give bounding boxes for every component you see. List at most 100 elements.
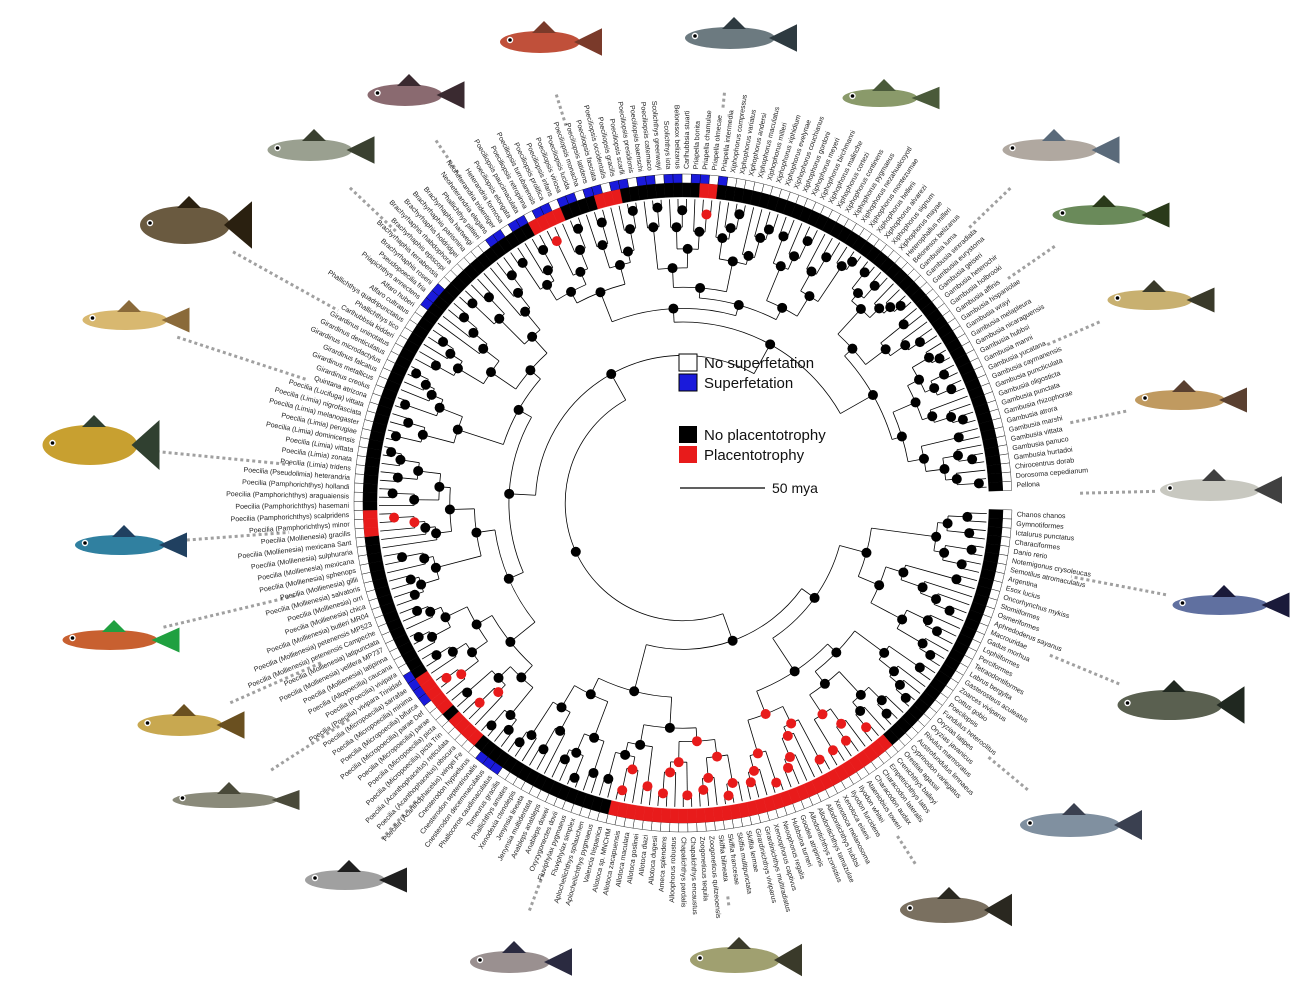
superfetation-cell [618,178,630,190]
tree-branch [640,785,644,805]
legend-swatch-no-placentotrophy [679,426,697,443]
tree-branch [415,358,435,370]
tree-branch [521,738,537,762]
tree-branch [738,781,743,802]
fish-tail-fin [216,711,245,739]
ancestral-state-node [900,692,911,703]
ancestral-state-node [440,612,451,623]
ancestral-state-node [673,757,684,768]
tip-label: Allotoca dugesii [648,835,659,885]
ancestral-state-node [939,464,950,475]
fish-pupil [908,906,912,910]
ancestral-state-node [559,754,570,765]
fish-dorsal-fin [532,21,556,33]
ancestral-state-node [717,233,728,244]
ancestral-state-node [927,411,938,422]
tree-branch [510,687,534,716]
tree-branch [494,727,506,742]
ancestral-state-node [727,778,738,789]
tree-branch [471,284,487,301]
ancestral-state-node [836,718,847,729]
tree-branch [406,616,433,630]
tree-branch [962,559,981,565]
fish-body [685,27,775,49]
ancestral-state-node [819,678,830,689]
fish-photo [1002,129,1120,164]
superfetation-cell [654,174,665,185]
fish-tail-fin [159,532,187,558]
superfetation-cell [669,822,680,833]
ancestral-state-node [588,767,599,778]
tree-branch [500,732,513,747]
tree-branch [765,750,777,783]
tree-branch [633,644,647,692]
ancestral-state-node [783,762,794,773]
legend: No superfetation Superfetation No placen… [678,353,826,464]
photo-leader-line [1077,489,1156,495]
ancestral-state-node [478,343,489,354]
fish-pupil [145,721,150,725]
ancestral-state-node [503,573,514,584]
legend-swatch-placentotrophy [679,446,697,463]
ancestral-state-node [789,251,800,262]
fish-body [367,84,443,106]
tree-branch [562,223,576,253]
ancestral-state-node [900,340,911,351]
ancestral-state-node [896,431,907,442]
superfetation-cell [660,822,671,832]
ancestral-state-node [831,647,842,658]
ancestral-state-node [821,252,832,263]
fish-body [42,425,138,465]
ancestral-state-node [471,527,482,538]
ancestral-state-node [665,767,676,778]
superfetation-cell [354,518,365,530]
tree-branch [798,719,820,760]
superfetation-cell [355,536,367,548]
tip-label: Pellona [1016,481,1040,489]
tree-branch [593,741,605,774]
fish-tail-fin [346,136,375,164]
ancestral-state-node [855,689,866,700]
ancestral-state-node [409,589,420,600]
fish-body [1117,690,1223,720]
tree-branch [556,240,574,276]
tree-branch [822,238,833,256]
ancestral-state-node [691,736,702,747]
tip-label: Poecilia (Pamphorichthys) hollandi [242,479,350,491]
tree-branch [387,563,426,574]
ancestral-state-node [748,765,759,776]
tree-branch [419,351,439,363]
fish-tail-fin [574,28,602,56]
tree-branch [462,699,478,714]
ancestral-state-node [786,718,797,729]
tree-arc [646,588,803,650]
ancestral-state-node [671,222,682,233]
tree-branch [585,214,598,247]
fish-dorsal-fin [1212,585,1236,597]
tree-branch [490,371,517,390]
ancestral-state-node [944,605,955,616]
ancestral-state-node [951,574,962,585]
fish-body [305,870,385,890]
tree-branch [956,444,982,451]
tree-branch [531,701,554,736]
tree-branch [389,575,410,582]
placentotrophy-cell [988,509,1004,519]
ancestral-state-node [914,337,925,348]
fish-dorsal-fin [117,300,141,312]
photo-leader-line [144,448,291,467]
fish-body [1020,813,1120,837]
ancestral-state-node [622,246,633,257]
fish-tail-fin [1219,387,1247,413]
ancestral-state-node [434,402,445,413]
ancestral-state-node [765,339,776,350]
ancestral-state-node [417,429,428,440]
tree-branch [713,777,718,806]
ancestral-state-node [426,389,437,400]
photo-leader-line [229,661,323,705]
tip-label: Scolichthys iota [662,121,671,170]
ancestral-state-node [400,399,411,410]
ancestral-state-node [441,672,452,683]
superfetation-cell [1001,471,1012,483]
ancestral-state-node [430,360,441,371]
